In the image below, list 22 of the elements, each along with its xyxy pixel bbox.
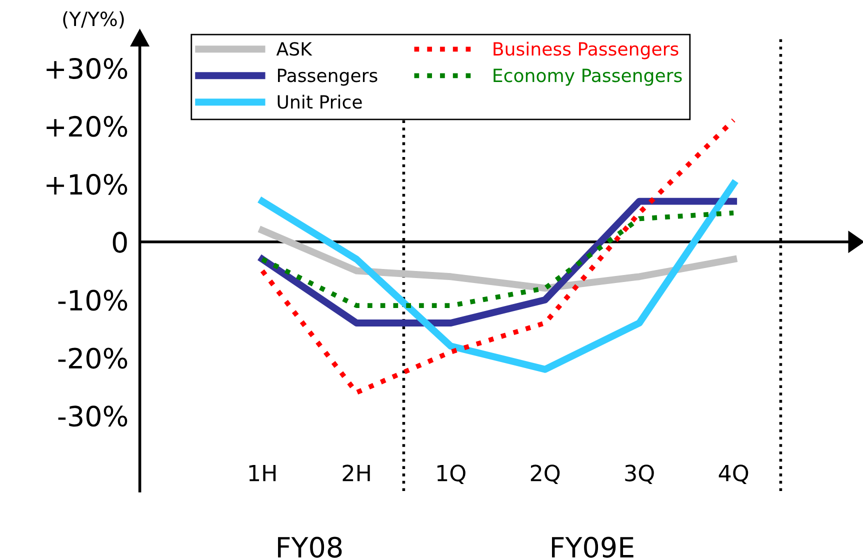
x-tick-label: 2H <box>342 464 370 482</box>
legend-label: Unit Price <box>278 94 362 109</box>
x-tick-label: 1H <box>249 464 276 482</box>
y-axis-title: (Y/Y%) <box>63 11 124 29</box>
x-tick-label: 3Q <box>625 464 654 484</box>
x-tick-label: 4Q <box>718 464 748 484</box>
y-tick-label: 0 <box>112 232 127 253</box>
y-tick-label: -20% <box>58 348 128 369</box>
y-tick-label: -10% <box>58 290 128 311</box>
y-tick-label: +30% <box>46 58 128 79</box>
text: FY08 <box>278 536 342 558</box>
legend-label: Economy Passengers <box>494 68 682 86</box>
x-tick-label: 2Q <box>530 464 560 484</box>
text: FY09E <box>552 536 634 558</box>
legend-label: ASK <box>276 42 312 56</box>
x-tick-label: 1Q <box>437 464 466 484</box>
line-series <box>260 118 736 395</box>
legend-label: Business Passengers <box>494 42 678 60</box>
y-tick-label: -30% <box>58 406 128 427</box>
legend-label: Passengers <box>278 68 378 86</box>
y-tick-label: +10% <box>46 174 128 195</box>
y-tick-label: +20% <box>46 116 128 137</box>
